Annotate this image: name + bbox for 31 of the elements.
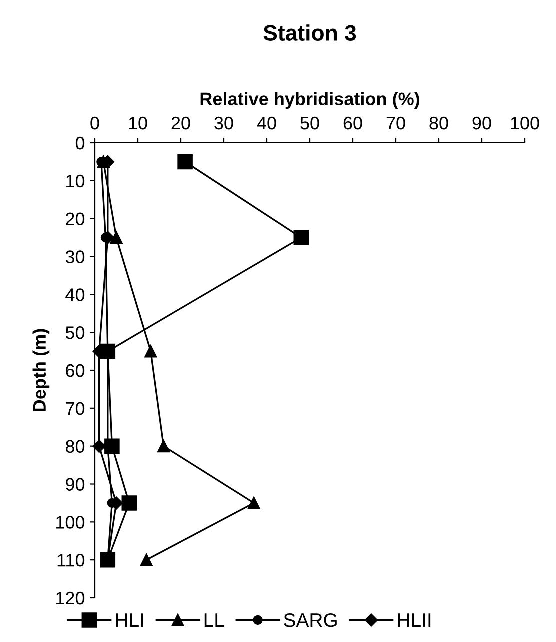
y-tick-label: 80: [66, 440, 85, 454]
x-tick-label: 20: [172, 116, 190, 130]
y-axis-title: Depth (m): [32, 329, 50, 412]
y-tick-label: 0: [76, 136, 85, 150]
x-tick-label: 80: [430, 116, 448, 130]
y-tick-label: 10: [66, 174, 85, 188]
y-tick-label: 50: [66, 326, 85, 340]
legend-label: HLII: [398, 614, 431, 628]
x-tick-label: 100: [511, 116, 540, 130]
y-tick-label: 30: [66, 250, 85, 264]
x-tick-label: 30: [214, 116, 234, 130]
x-tick-label: 90: [472, 116, 492, 130]
x-axis-title: Relative hybridisation (%): [200, 92, 420, 110]
x-tick-label: 70: [386, 116, 406, 130]
x-tick-label: 0: [90, 116, 100, 130]
y-tick-label: 40: [66, 288, 85, 302]
y-tick-label: 100: [56, 516, 85, 529]
legend-label: SARG: [284, 613, 337, 628]
y-tick-label: 120: [56, 592, 85, 605]
x-tick-label: 10: [129, 116, 148, 130]
y-tick-label: 70: [66, 402, 85, 416]
legend-label: HLI: [116, 614, 144, 628]
x-tick-label: 40: [257, 116, 276, 130]
y-tick-label: 90: [66, 478, 85, 491]
chart-title: Station 3: [264, 24, 356, 41]
y-tick-label: 20: [66, 212, 85, 226]
x-tick-label: 50: [300, 116, 320, 130]
legend-label: LL: [204, 614, 224, 628]
x-tick-label: 60: [344, 116, 362, 130]
y-tick-label: 60: [66, 364, 85, 378]
y-tick-label: 110: [58, 554, 85, 567]
